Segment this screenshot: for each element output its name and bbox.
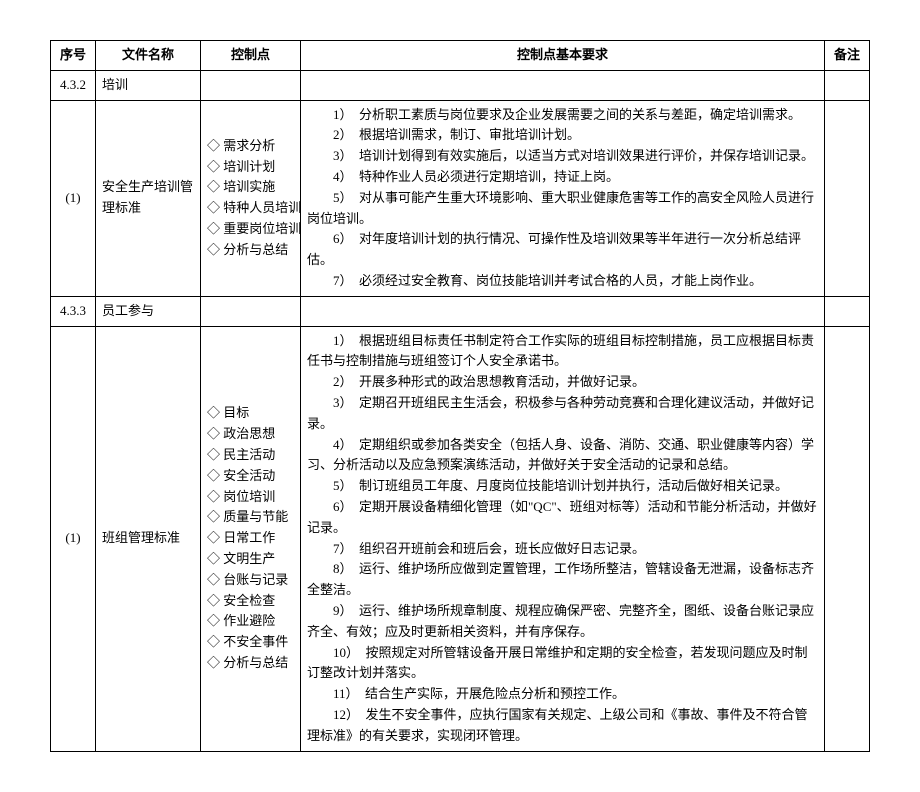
cell-note [825, 326, 870, 751]
req-item: 9） 运行、维护场所规章制度、规程应确保严密、完整齐全，图纸、设备台账记录应齐全… [307, 601, 818, 643]
ctrl-item: ◇ 民主活动 [207, 445, 294, 466]
header-note: 备注 [825, 41, 870, 71]
table-row: 4.3.2 培训 [51, 70, 870, 100]
cell-seq: 4.3.3 [51, 296, 96, 326]
table-row: 4.3.3 员工参与 [51, 296, 870, 326]
cell-ctrl: ◇ 需求分析 ◇ 培训计划 ◇ 培训实施 ◇ 特种人员培训 ◇ 重要岗位培训 ◇… [201, 100, 301, 296]
req-item: 11） 结合生产实际，开展危险点分析和预控工作。 [307, 684, 818, 705]
cell-file: 班组管理标准 [96, 326, 201, 751]
req-item: 10） 按照规定对所管辖设备开展日常维护和定期的安全检查，若发现问题应及时制订整… [307, 643, 818, 685]
req-item: 1） 根据班组目标责任书制定符合工作实际的班组目标控制措施，员工应根据目标责任书… [307, 331, 818, 373]
ctrl-item: ◇ 岗位培训 [207, 487, 294, 508]
table-header-row: 序号 文件名称 控制点 控制点基本要求 备注 [51, 41, 870, 71]
ctrl-item: ◇ 政治思想 [207, 424, 294, 445]
ctrl-item: ◇ 日常工作 [207, 528, 294, 549]
ctrl-item: ◇ 特种人员培训 [207, 198, 294, 219]
header-req: 控制点基本要求 [301, 41, 825, 71]
ctrl-item: ◇ 分析与总结 [207, 240, 294, 261]
cell-file: 安全生产培训管理标准 [96, 100, 201, 296]
cell-file: 员工参与 [96, 296, 201, 326]
cell-req [301, 296, 825, 326]
req-item: 4） 定期组织或参加各类安全（包括人身、设备、消防、交通、职业健康等内容）学习、… [307, 435, 818, 477]
req-item: 7） 必须经过安全教育、岗位技能培训并考试合格的人员，才能上岗作业。 [307, 271, 818, 292]
cell-ctrl: ◇ 目标 ◇ 政治思想 ◇ 民主活动 ◇ 安全活动 ◇ 岗位培训 ◇ 质量与节能… [201, 326, 301, 751]
cell-note [825, 100, 870, 296]
req-item: 2） 开展多种形式的政治思想教育活动，并做好记录。 [307, 372, 818, 393]
cell-note [825, 70, 870, 100]
req-item: 5） 对从事可能产生重大环境影响、重大职业健康危害等工作的高安全风险人员进行岗位… [307, 188, 818, 230]
ctrl-item: ◇ 文明生产 [207, 549, 294, 570]
ctrl-item: ◇ 作业避险 [207, 611, 294, 632]
cell-ctrl [201, 70, 301, 100]
ctrl-item: ◇ 不安全事件 [207, 632, 294, 653]
cell-req: 1） 根据班组目标责任书制定符合工作实际的班组目标控制措施，员工应根据目标责任书… [301, 326, 825, 751]
header-ctrl: 控制点 [201, 41, 301, 71]
cell-seq: 4.3.2 [51, 70, 96, 100]
req-item: 4） 特种作业人员必须进行定期培训，持证上岗。 [307, 167, 818, 188]
req-item: 1） 分析职工素质与岗位要求及企业发展需要之间的关系与差距，确定培训需求。 [307, 105, 818, 126]
ctrl-item: ◇ 安全检查 [207, 591, 294, 612]
table-row: (1) 安全生产培训管理标准 ◇ 需求分析 ◇ 培训计划 ◇ 培训实施 ◇ 特种… [51, 100, 870, 296]
cell-seq: (1) [51, 326, 96, 751]
control-points-table: 序号 文件名称 控制点 控制点基本要求 备注 4.3.2 培训 (1) 安全生产… [50, 40, 870, 752]
ctrl-item: ◇ 培训计划 [207, 157, 294, 178]
cell-note [825, 296, 870, 326]
cell-seq: (1) [51, 100, 96, 296]
req-item: 3） 定期召开班组民主生活会，积极参与各种劳动竞赛和合理化建议活动，并做好记录。 [307, 393, 818, 435]
ctrl-item: ◇ 分析与总结 [207, 653, 294, 674]
ctrl-item: ◇ 台账与记录 [207, 570, 294, 591]
cell-ctrl [201, 296, 301, 326]
req-item: 6） 对年度培训计划的执行情况、可操作性及培训效果等半年进行一次分析总结评估。 [307, 229, 818, 271]
req-item: 7） 组织召开班前会和班后会，班长应做好日志记录。 [307, 539, 818, 560]
req-item: 3） 培训计划得到有效实施后，以适当方式对培训效果进行评价，并保存培训记录。 [307, 146, 818, 167]
req-item: 2） 根据培训需求，制订、审批培训计划。 [307, 125, 818, 146]
req-item: 5） 制订班组员工年度、月度岗位技能培训计划并执行，活动后做好相关记录。 [307, 476, 818, 497]
ctrl-item: ◇ 安全活动 [207, 466, 294, 487]
cell-file: 培训 [96, 70, 201, 100]
cell-req [301, 70, 825, 100]
ctrl-item: ◇ 重要岗位培训 [207, 219, 294, 240]
ctrl-item: ◇ 目标 [207, 403, 294, 424]
header-seq: 序号 [51, 41, 96, 71]
ctrl-item: ◇ 培训实施 [207, 177, 294, 198]
table-row: (1) 班组管理标准 ◇ 目标 ◇ 政治思想 ◇ 民主活动 ◇ 安全活动 ◇ 岗… [51, 326, 870, 751]
ctrl-item: ◇ 需求分析 [207, 136, 294, 157]
header-file: 文件名称 [96, 41, 201, 71]
cell-req: 1） 分析职工素质与岗位要求及企业发展需要之间的关系与差距，确定培训需求。 2）… [301, 100, 825, 296]
req-item: 6） 定期开展设备精细化管理（如"QC"、班组对标等）活动和节能分析活动，并做好… [307, 497, 818, 539]
req-item: 12） 发生不安全事件，应执行国家有关规定、上级公司和《事故、事件及不符合管理标… [307, 705, 818, 747]
ctrl-item: ◇ 质量与节能 [207, 507, 294, 528]
req-item: 8） 运行、维护场所应做到定置管理，工作场所整洁，管辖设备无泄漏，设备标志齐全整… [307, 559, 818, 601]
